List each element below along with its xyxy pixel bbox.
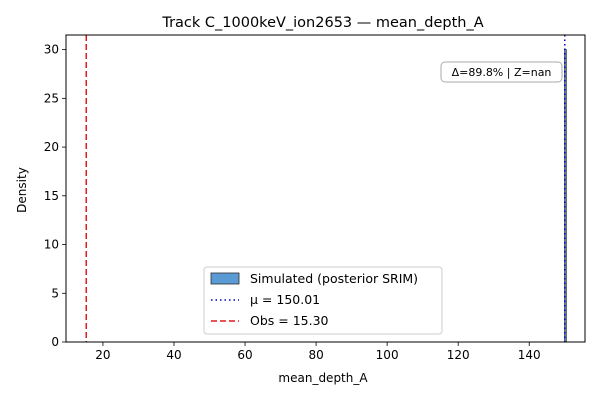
x-tick-label: 40	[166, 348, 181, 362]
chart-title: Track C_1000keV_ion2653 — mean_depth_A	[161, 15, 483, 31]
legend-label-obs: Obs = 15.30	[250, 313, 329, 328]
x-tick-label: 100	[376, 348, 399, 362]
x-tick-label: 20	[95, 348, 110, 362]
annotation-text: Δ=89.8% | Z=nan	[452, 66, 552, 79]
legend-frame	[203, 266, 443, 335]
x-tick-label: 120	[447, 348, 470, 362]
y-tick-label: 10	[44, 238, 59, 252]
y-tick-label: 20	[44, 140, 59, 154]
x-tick-label: 60	[237, 348, 252, 362]
histogram-bar	[564, 49, 567, 343]
legend: Simulated (posterior SRIM) μ = 150.01 Ob…	[203, 266, 443, 335]
annotation-box: Δ=89.8% | Z=nan	[440, 61, 563, 83]
y-tick-label: 5	[51, 286, 59, 300]
y-tick-label: 25	[44, 91, 59, 105]
x-tick-label: 80	[308, 348, 323, 362]
x-axis: 20 40 60 80 100 120 140	[95, 342, 541, 362]
x-tick-label: 140	[518, 348, 541, 362]
plot-frame	[65, 34, 586, 343]
legend-swatch-simulated	[210, 272, 240, 285]
y-tick-label: 15	[44, 189, 59, 203]
y-axis: 0 5 10 15 20 25 30	[44, 43, 66, 349]
legend-label-mu: μ = 150.01	[250, 292, 320, 307]
y-tick-label: 0	[51, 335, 59, 349]
y-tick-label: 30	[44, 43, 59, 57]
x-axis-label: mean_depth_A	[278, 371, 368, 385]
legend-label-simulated: Simulated (posterior SRIM)	[250, 271, 418, 286]
y-axis-label: Density	[15, 167, 29, 213]
